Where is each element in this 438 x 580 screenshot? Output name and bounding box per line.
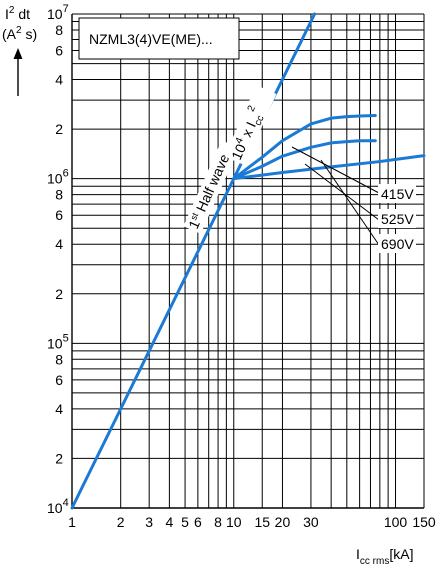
half-wave-st: st <box>188 211 200 222</box>
y-tick-label: 2 <box>55 121 63 137</box>
y-tick-label: 4 <box>55 236 63 252</box>
y-tick-label: 8 <box>55 187 63 203</box>
y-tick-label: 107 <box>47 3 69 22</box>
formula-10: 10 <box>228 141 249 162</box>
y-label-I: I <box>5 6 9 22</box>
label-bg-690v <box>378 234 416 253</box>
label-bg-415v <box>378 184 416 203</box>
x-tick-label: 20 <box>275 514 291 530</box>
y-label-s: s) <box>22 26 38 42</box>
formula-annotation: 104 x Icc2 <box>224 85 277 166</box>
leader-415v <box>291 146 380 194</box>
formula-xI: x I <box>237 119 259 143</box>
x-tick-label: 3 <box>145 514 153 530</box>
y-label-A: (A <box>2 26 17 42</box>
legend-box-text: NZML3(4)VE(ME)... <box>89 31 213 47</box>
x-tick-label: 30 <box>303 514 319 530</box>
svg-text:Icc rms[kA]: Icc rms[kA] <box>356 546 413 567</box>
x-tick-label: 10 <box>226 514 242 530</box>
y-arrow-head-icon <box>13 48 23 59</box>
formula-annotation-bg <box>224 85 277 166</box>
series-layer <box>70 12 426 510</box>
y-label-sup2: 2 <box>16 25 22 36</box>
label-690v: 690V <box>381 236 414 252</box>
leader-525v <box>304 163 380 221</box>
x-tick-label: 1 <box>68 514 76 530</box>
y-label-dt: dt <box>14 6 30 22</box>
grid <box>71 13 425 509</box>
formula-sub: cc <box>253 114 267 128</box>
svg-text:(A2 s): (A2 s) <box>2 25 37 42</box>
series-line-0 <box>70 12 317 510</box>
axes <box>71 14 424 509</box>
x-tick-label: 8 <box>214 514 222 530</box>
x-tick-labels: 1 2 3 4 5 6 8 10 15 20 30 100 150 <box>68 514 436 530</box>
x-label-I: I <box>356 546 360 562</box>
y-tick-label: 8 <box>55 351 63 367</box>
y-tick-label: 2 <box>55 286 63 302</box>
y-tick-label: 8 <box>55 22 63 38</box>
y-tick-label: 2 <box>55 450 63 466</box>
x-tick-label: 150 <box>412 514 436 530</box>
x-axis-label: Icc rms[kA] <box>356 546 413 567</box>
y-tick-label: 105 <box>47 332 69 351</box>
series-line-1 <box>232 113 377 181</box>
x-label-sub: cc rms <box>360 556 389 567</box>
x-label-unit: [kA] <box>389 546 413 562</box>
x-tick-label: 5 <box>181 514 189 530</box>
y-tick-label: 104 <box>47 497 69 516</box>
x-tick-label: 100 <box>384 514 408 530</box>
formula-sq: 2 <box>246 104 258 114</box>
label-415v: 415V <box>381 186 414 202</box>
half-wave-annotation-bg <box>183 140 239 234</box>
y-tick-label: 6 <box>55 43 63 59</box>
leader-690v <box>320 159 380 246</box>
series-line-3 <box>232 154 426 181</box>
voltage-leaders: 415V 525V 690V <box>291 146 416 253</box>
y-axis-label: I2 dt (A2 s) <box>2 5 37 96</box>
x-tick-label: 6 <box>194 514 202 530</box>
x-tick-label: 15 <box>254 514 270 530</box>
y-tick-label: 106 <box>47 168 69 187</box>
y-tick-label: 6 <box>55 207 63 223</box>
formula-exp: 4 <box>234 136 246 146</box>
y-tick-label: 6 <box>55 372 63 388</box>
y-label-sup: 2 <box>9 5 15 16</box>
y-tick-label: 4 <box>55 401 63 417</box>
svg-text:104 x Icc2: 104 x Icc2 <box>225 104 269 164</box>
y-tick-label: 4 <box>55 72 63 88</box>
x-tick-label: 2 <box>117 514 125 530</box>
svg-text:I2 dt: I2 dt <box>5 5 30 22</box>
legend-box <box>78 17 240 60</box>
label-525v: 525V <box>381 211 414 227</box>
label-bg-525v <box>378 209 416 228</box>
x-tick-label: 4 <box>165 514 173 530</box>
series-line-2 <box>232 139 377 181</box>
